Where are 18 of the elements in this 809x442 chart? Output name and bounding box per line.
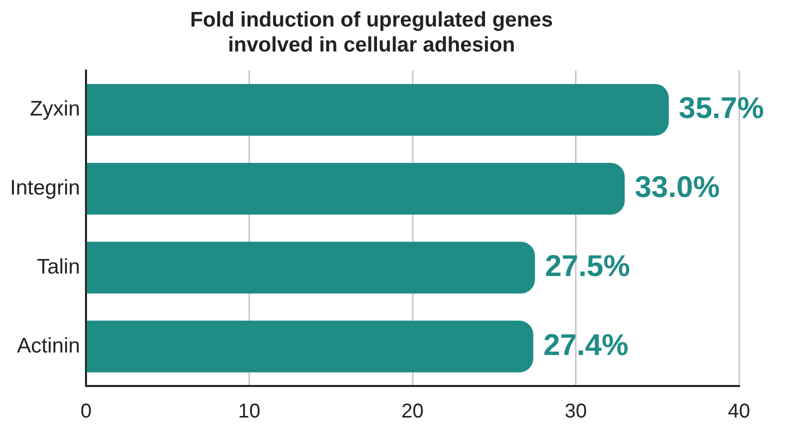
y-tick-label: Actinin	[17, 334, 80, 358]
bar	[86, 320, 534, 372]
bar	[86, 242, 535, 294]
chart-title: Fold induction of upregulated genes involved in cellular adhesion	[190, 8, 553, 57]
y-tick-label: Integrin	[10, 176, 80, 200]
bar	[86, 162, 625, 215]
data-label: 27.5%	[544, 250, 630, 283]
data-label: 33.0%	[634, 171, 720, 204]
data-label: 35.7%	[678, 92, 764, 126]
x-tick-label: 40	[728, 400, 750, 423]
bar	[86, 84, 669, 136]
x-tick-label: 10	[238, 400, 260, 423]
y-tick-label: Zyxin	[30, 98, 80, 121]
x-tick-label: 30	[564, 400, 587, 423]
y-tick-label: Talin	[36, 255, 80, 278]
data-label: 27.4%	[543, 328, 628, 362]
x-tick-label: 20	[401, 400, 424, 423]
x-tick-label: 0	[80, 400, 92, 423]
